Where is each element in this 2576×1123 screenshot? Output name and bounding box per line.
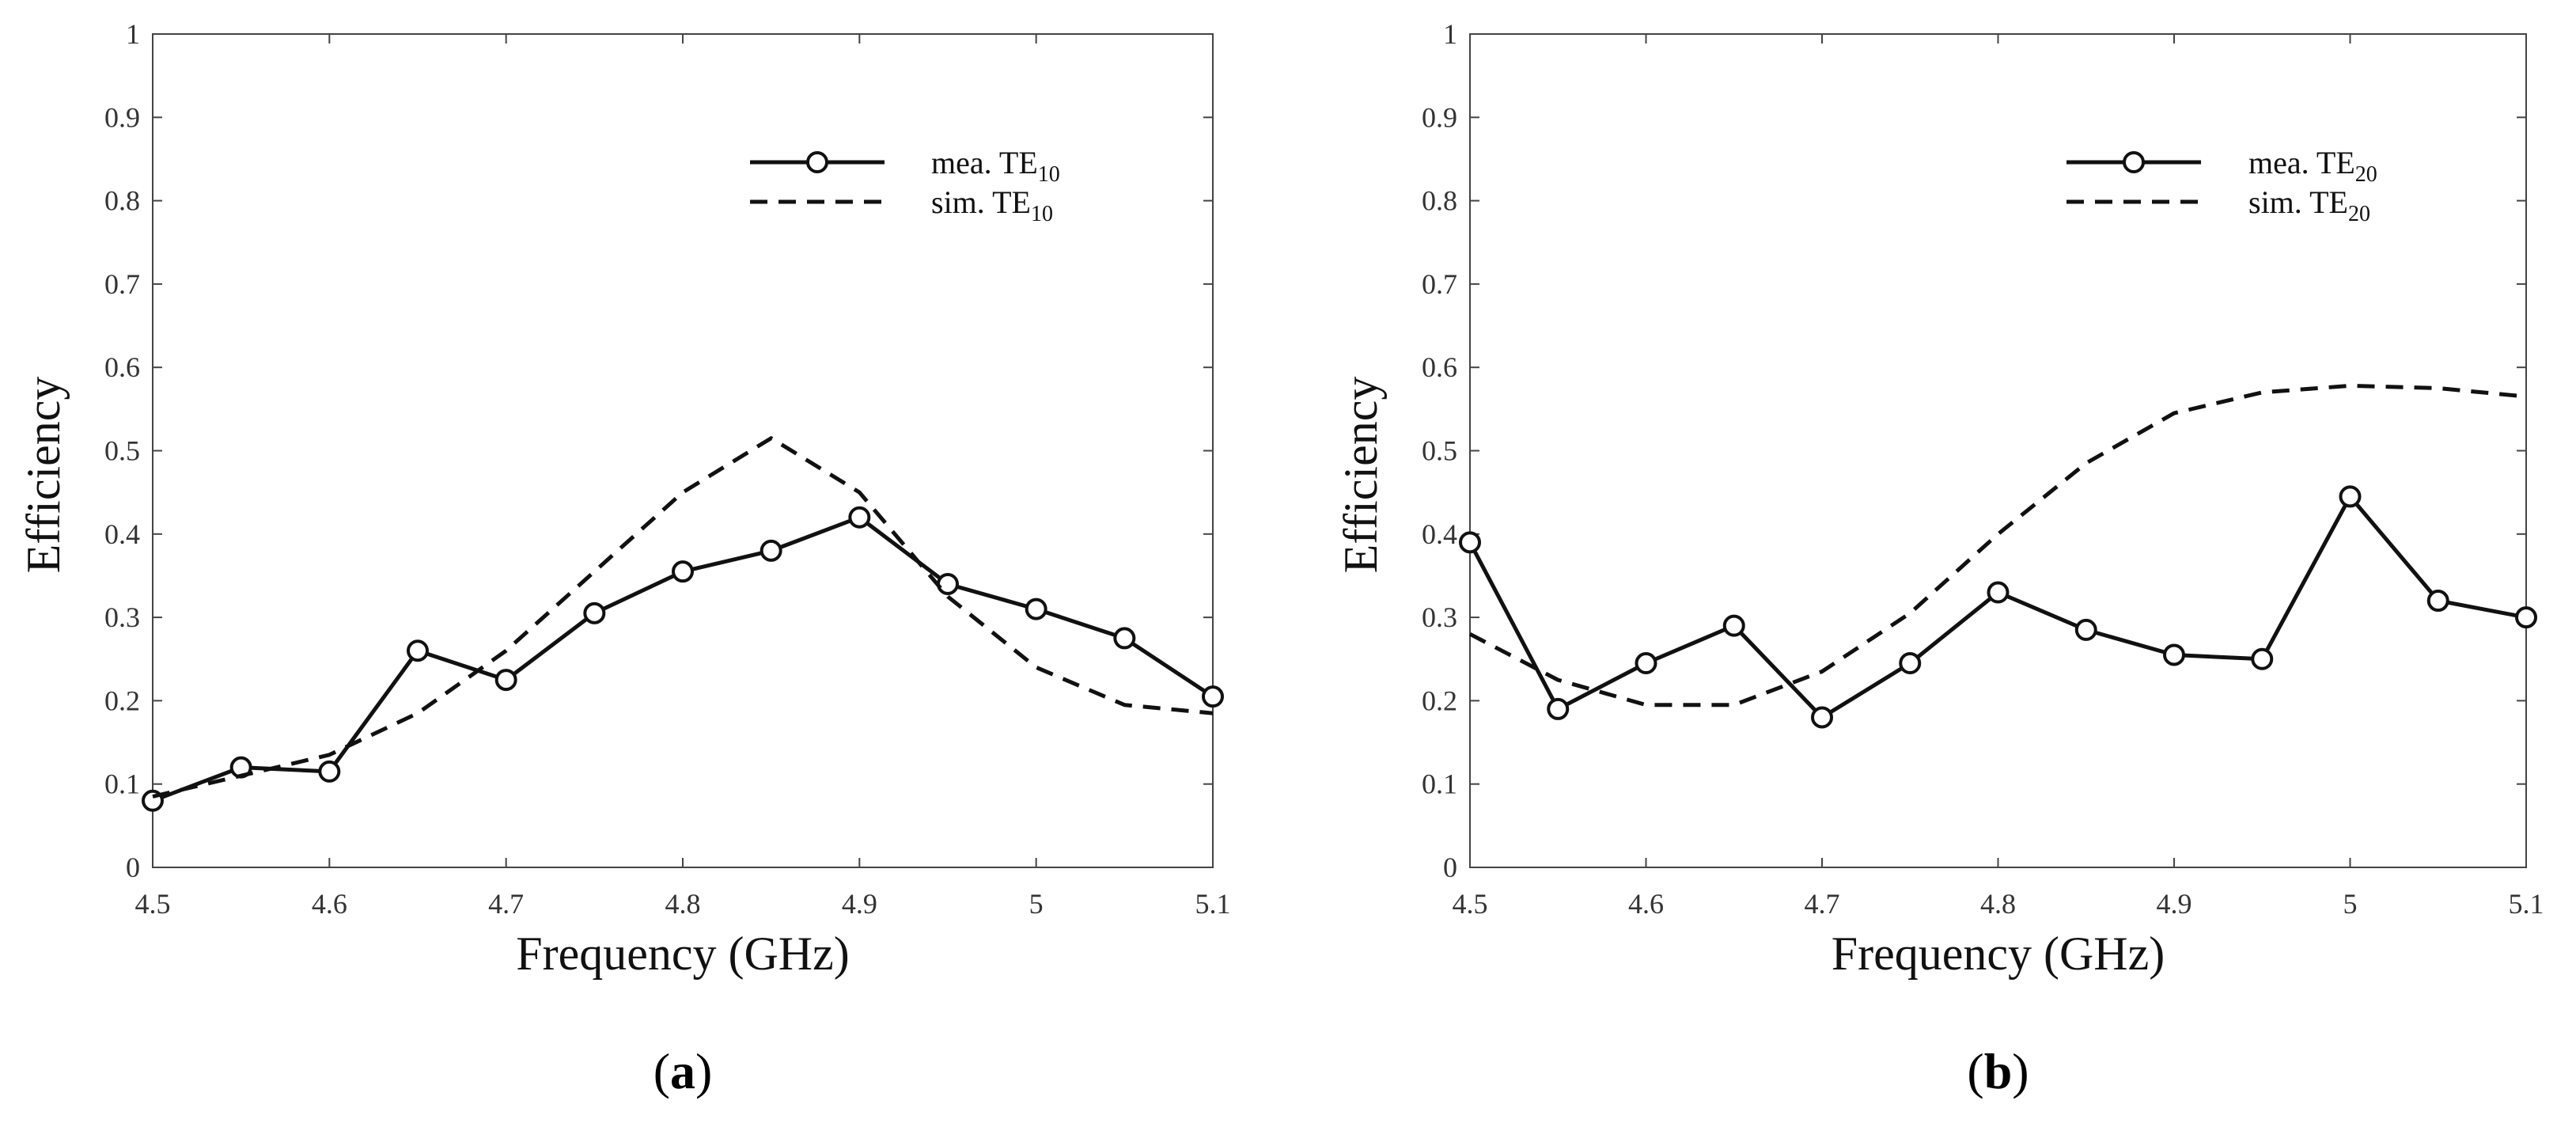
x-tick-label: 4.9 xyxy=(842,888,877,920)
x-tick-label: 4.5 xyxy=(1453,888,1488,920)
x-tick-label: 5.1 xyxy=(1195,888,1231,920)
y-tick-label: 0.9 xyxy=(1422,101,1457,133)
data-point-marker xyxy=(1635,652,1657,675)
data-point-marker xyxy=(848,506,871,529)
data-point-marker xyxy=(2515,606,2537,629)
y-tick-label: 0.7 xyxy=(1422,268,1457,300)
data-point-marker xyxy=(760,539,782,562)
panel-label-close-paren: ) xyxy=(695,1043,712,1099)
data-point-marker xyxy=(672,560,694,583)
legend-label-main: mea. TE xyxy=(2248,145,2355,180)
x-tick-label: 4.6 xyxy=(1628,888,1664,920)
panel-label-letter: a xyxy=(670,1043,695,1099)
x-tick-label: 5 xyxy=(2343,888,2358,920)
legend-label-subscript: 10 xyxy=(1038,162,1060,187)
y-tick-label: 0.6 xyxy=(1422,351,1457,383)
panel-label-open-paren: ( xyxy=(1967,1043,1983,1099)
panel-label: (b) xyxy=(1967,1043,2029,1099)
series-line-simulated xyxy=(152,436,1214,799)
plot-frame xyxy=(152,33,1214,868)
legend-label-subscript: 10 xyxy=(1031,202,1053,226)
data-point-marker xyxy=(318,760,341,783)
x-tick-label: 4.5 xyxy=(135,888,171,920)
legend-label-subscript: 20 xyxy=(2355,162,2377,187)
panel-label-close-paren: ) xyxy=(2012,1043,2029,1099)
legend-label-main: sim. TE xyxy=(2248,184,2348,220)
data-point-marker xyxy=(1547,697,1570,720)
y-axis-title: Efficiency xyxy=(1335,377,1387,574)
x-tick-label: 5.1 xyxy=(2509,888,2544,920)
y-tick-label: 1 xyxy=(126,18,140,50)
x-tick-label: 4.9 xyxy=(2157,888,2192,920)
data-point-marker xyxy=(1459,531,1481,554)
data-point-marker xyxy=(407,639,429,662)
chart-panel-b: 0 0.1 0.2 0.3 0.4 0.5 0.6 0.7 0.8 0.9 1 4.5 4.6 4.7 4.… xyxy=(1335,18,2544,1099)
y-tick-label: 0.5 xyxy=(1422,435,1457,467)
data-point-marker xyxy=(2426,590,2449,613)
y-tick-label: 0.1 xyxy=(104,768,140,800)
x-tick-label: 4.8 xyxy=(665,888,701,920)
panel-label-open-paren: ( xyxy=(653,1043,670,1099)
x-tick-label: 4.8 xyxy=(1980,888,2016,920)
y-tick-label: 0.4 xyxy=(1422,518,1457,550)
x-tick-label: 4.7 xyxy=(488,888,524,920)
y-tick-label: 1 xyxy=(1443,18,1457,50)
y-tick-label: 0.2 xyxy=(1422,685,1457,716)
y-tick-label: 0.4 xyxy=(104,518,140,550)
legend-label: sim. TE20 xyxy=(2248,184,2370,226)
data-point-marker xyxy=(1722,614,1745,637)
x-tick-label: 5 xyxy=(1029,888,1044,920)
legend-label: mea. TE20 xyxy=(2248,145,2377,187)
y-tick-label: 0.8 xyxy=(1422,185,1457,217)
data-point-marker xyxy=(1025,598,1047,620)
y-tick-label: 0.6 xyxy=(104,351,140,383)
data-point-marker xyxy=(2339,485,2362,508)
y-tick-label: 0.7 xyxy=(104,268,140,300)
panel-label-letter: b xyxy=(1984,1043,2013,1099)
x-axis-title: Frequency (GHz) xyxy=(1832,928,2165,980)
data-point-marker xyxy=(1113,627,1136,650)
y-tick-label: 0.2 xyxy=(104,685,140,716)
chart-panel-a: 0 0.1 0.2 0.3 0.4 0.5 0.6 0.7 0.8 0.9 1 4.5 4.6 4.7 4.… xyxy=(17,18,1231,1099)
y-tick-label: 0.3 xyxy=(104,601,140,633)
legend-label-main: sim. TE xyxy=(931,184,1031,220)
legend-marker xyxy=(806,151,828,173)
data-point-marker xyxy=(1811,706,1833,729)
legend-label-subscript: 20 xyxy=(2348,202,2370,226)
data-point-marker xyxy=(1202,685,1224,708)
data-point-marker xyxy=(2163,643,2185,666)
legend-label: mea. TE10 xyxy=(931,145,1060,187)
data-point-marker xyxy=(937,572,959,595)
y-tick-label: 0.3 xyxy=(1422,601,1457,633)
data-point-marker xyxy=(1987,581,2010,604)
y-tick-label: 0 xyxy=(1443,852,1457,883)
legend-label-main: mea. TE xyxy=(931,145,1038,180)
legend-marker xyxy=(2123,151,2145,173)
y-tick-label: 0.9 xyxy=(104,101,140,133)
data-point-marker xyxy=(583,601,606,624)
data-point-marker xyxy=(494,669,517,692)
y-tick-label: 0.5 xyxy=(104,435,140,467)
data-point-marker xyxy=(2074,618,2097,641)
x-tick-label: 4.6 xyxy=(312,888,347,920)
legend-label: sim. TE10 xyxy=(931,184,1053,226)
y-tick-label: 0.1 xyxy=(1422,768,1457,800)
y-axis-title: Efficiency xyxy=(17,377,70,574)
y-tick-label: 0.8 xyxy=(104,185,140,217)
x-axis-title: Frequency (GHz) xyxy=(516,928,850,980)
y-tick-label: 0 xyxy=(126,852,140,883)
data-point-marker xyxy=(1899,652,1922,675)
panel-label: (a) xyxy=(653,1043,713,1099)
x-tick-label: 4.7 xyxy=(1805,888,1840,920)
data-point-marker xyxy=(2251,647,2274,670)
plot-frame xyxy=(1469,33,2527,868)
